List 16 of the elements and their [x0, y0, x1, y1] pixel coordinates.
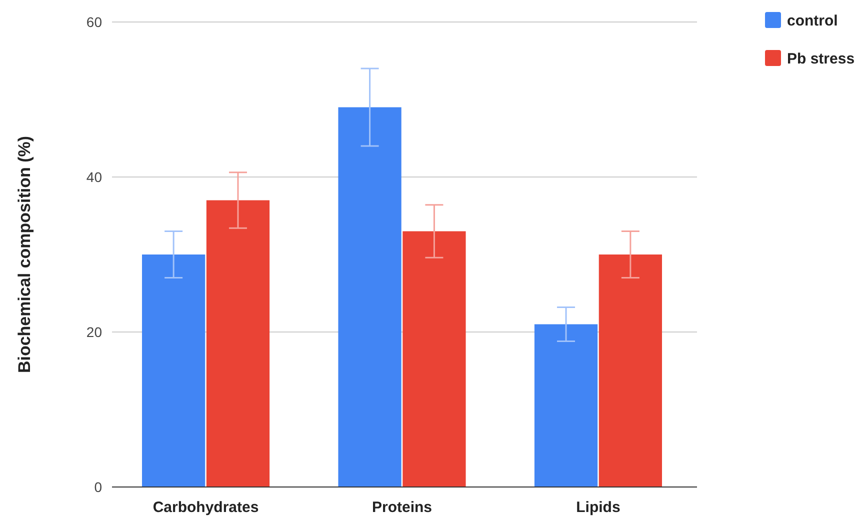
x-tick-label: Lipids: [576, 499, 620, 516]
bar: [338, 107, 402, 487]
bar: [206, 200, 270, 487]
legend-label: Pb stress: [787, 50, 855, 68]
legend-label: control: [787, 12, 838, 30]
bar: [142, 254, 206, 487]
y-tick-label: 40: [86, 168, 102, 185]
y-tick-label: 0: [94, 478, 102, 495]
y-tick-label: 20: [86, 324, 102, 340]
y-tick-label: 60: [86, 14, 102, 30]
bar: [598, 254, 662, 487]
x-tick-label: Proteins: [372, 499, 432, 516]
bar: [402, 231, 466, 487]
x-tick-label: Carbohydrates: [152, 499, 259, 516]
y-axis-title: Biochemical composition (%): [15, 136, 34, 374]
bar: [534, 324, 598, 487]
